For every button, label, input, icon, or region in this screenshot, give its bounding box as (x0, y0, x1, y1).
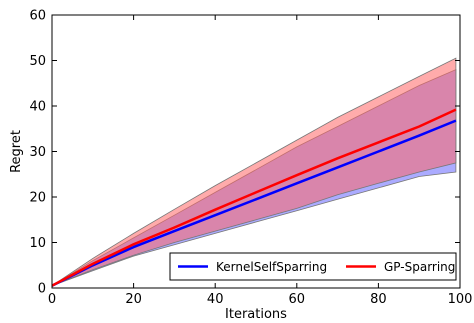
x-tick-label: 100 (448, 292, 473, 307)
line-kernelselfsparring (51, 119, 457, 287)
legend-box (169, 252, 457, 281)
x-axis-label: Iterations (225, 307, 287, 322)
legend-label: GP-Sparring (384, 260, 455, 274)
y-tick-label: 40 (29, 100, 46, 115)
y-axis-label: Regret (9, 130, 24, 173)
x-axis-ticks: 0 20 40 60 80 100 (48, 15, 473, 307)
legend: KernelSelfSparring GP-Sparring (169, 252, 457, 281)
legend-label: KernelSelfSparring (216, 260, 327, 274)
x-tick-label: 40 (207, 292, 224, 307)
x-tick-label: 20 (125, 292, 142, 307)
y-tick-label: 20 (29, 191, 46, 206)
confidence-bands (51, 57, 457, 287)
line-gp-sparring (51, 108, 457, 287)
series-lines (51, 108, 457, 287)
band-gp-sparring (51, 57, 457, 287)
y-axis-ticks: 0 10 20 30 40 50 60 (29, 9, 460, 297)
x-tick-label: 80 (370, 292, 387, 307)
y-tick-label: 10 (29, 236, 46, 251)
x-tick-label: 0 (48, 292, 56, 307)
y-tick-label: 0 (38, 282, 46, 297)
x-tick-label: 60 (289, 292, 306, 307)
y-tick-label: 50 (29, 54, 46, 69)
y-tick-label: 60 (29, 9, 46, 24)
y-tick-label: 30 (29, 145, 46, 160)
